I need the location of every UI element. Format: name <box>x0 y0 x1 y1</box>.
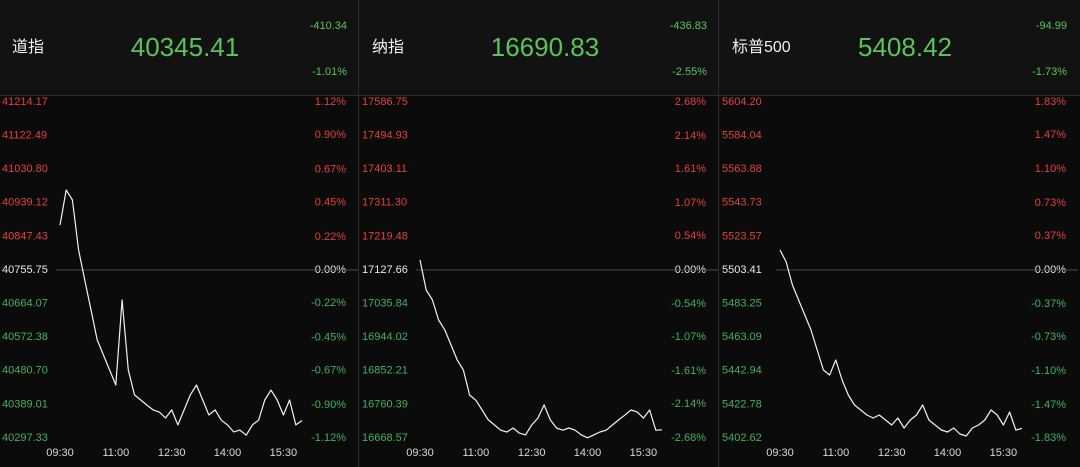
y-tick-label: 5523.57 <box>722 230 762 242</box>
y2-tick-label: -0.45% <box>311 331 346 343</box>
price-line <box>59 189 303 436</box>
y-tick-label: 5442.94 <box>722 365 762 377</box>
y2-tick-label: 0.22% <box>315 231 346 243</box>
header-background <box>0 0 1080 95</box>
y-tick-label: 16944.02 <box>362 331 408 343</box>
x-tick-label: 12:30 <box>518 447 546 459</box>
y2-tick-label: 1.10% <box>1035 163 1066 175</box>
y-tick-label: 40847.43 <box>2 230 48 242</box>
x-tick-label: 14:00 <box>214 447 242 459</box>
y-tick-label: 16760.39 <box>362 398 408 410</box>
y-tick-label: 5604.20 <box>722 96 762 108</box>
index-change-pct: -1.01% <box>312 66 347 78</box>
x-tick-label: 09:30 <box>46 447 74 459</box>
y2-tick-label: 0.73% <box>1035 197 1066 209</box>
y-tick-label: 40572.38 <box>2 331 48 343</box>
index-change: -94.99 <box>1036 20 1067 32</box>
y-tick-label: 40480.70 <box>2 365 48 377</box>
y2-tick-label: -1.61% <box>671 365 706 377</box>
y2-tick-label: 1.07% <box>675 197 706 209</box>
x-tick-label: 15:30 <box>270 447 298 459</box>
index-price: 16690.83 <box>491 32 599 62</box>
y-tick-label: 17035.84 <box>362 298 408 310</box>
y-tick-label: 17586.75 <box>362 96 408 108</box>
y-tick-label: 5543.73 <box>722 197 762 209</box>
y-tick-label: 5584.04 <box>722 130 762 142</box>
y2-tick-label: -1.10% <box>1031 365 1066 377</box>
y-tick-label: 5402.62 <box>722 432 762 444</box>
price-line <box>419 259 663 439</box>
x-tick-label: 14:00 <box>934 447 962 459</box>
x-tick-label: 12:30 <box>158 447 186 459</box>
y-tick-label: 41214.17 <box>2 96 48 108</box>
y2-tick-label: -1.12% <box>311 432 346 444</box>
y2-tick-label: -2.68% <box>671 432 706 444</box>
y-tick-label: 5563.88 <box>722 163 762 175</box>
y-tick-label: 17127.66 <box>362 264 408 276</box>
y-tick-label: 16852.21 <box>362 365 408 377</box>
y-tick-label: 41122.49 <box>2 130 47 142</box>
price-line <box>779 249 1023 437</box>
y2-tick-label: -0.67% <box>311 364 346 376</box>
y2-tick-label: 1.47% <box>1035 129 1066 141</box>
x-tick-label: 11:00 <box>462 447 489 459</box>
index-name: 标普500 <box>732 38 791 56</box>
y-tick-label: 40755.75 <box>2 264 48 276</box>
index-price: 5408.42 <box>858 32 952 62</box>
y-tick-label: 16668.57 <box>362 432 408 444</box>
y-tick-label: 5422.78 <box>722 398 762 410</box>
y2-tick-label: -1.07% <box>671 331 706 343</box>
index-change: -436.83 <box>670 20 707 32</box>
y2-tick-label: -1.83% <box>1031 432 1066 444</box>
index-name: 纳指 <box>372 38 404 56</box>
y2-tick-label: -0.22% <box>311 297 346 309</box>
index-name: 道指 <box>12 38 44 56</box>
y-tick-label: 17494.93 <box>362 130 408 142</box>
y2-tick-label: -0.90% <box>311 399 346 411</box>
y2-tick-label: -0.37% <box>1031 298 1066 310</box>
y-tick-label: 5503.41 <box>722 264 762 276</box>
index-change-pct: -2.55% <box>672 66 707 78</box>
y2-tick-label: 1.12% <box>315 96 346 108</box>
y2-tick-label: -2.14% <box>671 398 706 410</box>
y2-tick-label: 2.14% <box>675 130 706 142</box>
y2-tick-label: 0.45% <box>315 196 346 208</box>
y2-tick-label: -1.47% <box>1031 399 1066 411</box>
index-change-pct: -1.73% <box>1032 66 1067 78</box>
y-tick-label: 40297.33 <box>2 432 48 444</box>
y-tick-label: 40389.01 <box>2 398 48 410</box>
x-tick-label: 09:30 <box>766 447 794 459</box>
index-price: 40345.41 <box>131 32 239 62</box>
y-tick-label: 5463.09 <box>722 331 762 343</box>
y-tick-label: 17311.30 <box>362 197 407 209</box>
y2-tick-label: 0.54% <box>675 230 706 242</box>
y-tick-label: 40939.12 <box>2 197 48 209</box>
y-tick-label: 41030.80 <box>2 163 48 175</box>
y2-tick-label: 1.61% <box>675 163 706 175</box>
x-tick-label: 11:00 <box>102 447 129 459</box>
y2-tick-label: 0.90% <box>315 129 346 141</box>
y-tick-label: 17403.11 <box>362 163 407 175</box>
x-tick-label: 15:30 <box>630 447 658 459</box>
y2-tick-label: -0.54% <box>671 298 706 310</box>
y2-tick-label: 1.83% <box>1035 96 1066 108</box>
x-tick-label: 09:30 <box>406 447 434 459</box>
index-change: -410.34 <box>310 20 347 32</box>
y-tick-label: 17219.48 <box>362 230 408 242</box>
x-tick-label: 12:30 <box>878 447 906 459</box>
y2-tick-label: -0.73% <box>1031 331 1066 343</box>
y-tick-label: 40664.07 <box>2 298 48 310</box>
x-tick-label: 14:00 <box>574 447 602 459</box>
y2-tick-label: 2.68% <box>675 96 706 108</box>
x-tick-label: 15:30 <box>990 447 1018 459</box>
y2-tick-label: 0.37% <box>1035 230 1066 242</box>
y2-tick-label: 0.67% <box>315 163 346 175</box>
x-tick-label: 11:00 <box>822 447 849 459</box>
y-tick-label: 5483.25 <box>722 298 762 310</box>
